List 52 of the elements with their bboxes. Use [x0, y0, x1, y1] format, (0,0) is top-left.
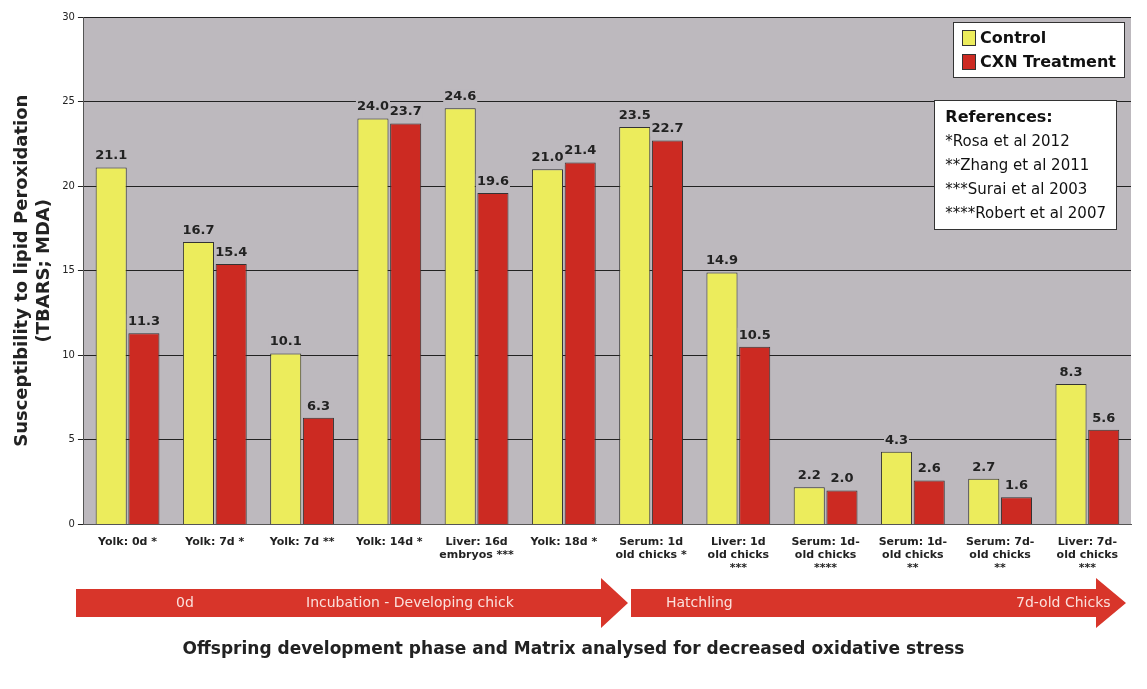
x-tick-label: Yolk: 7d * — [184, 534, 245, 548]
data-label: 2.6 — [917, 460, 941, 476]
data-label: 1.6 — [1004, 477, 1028, 493]
data-label: 21.1 — [95, 147, 128, 163]
data-label: 2.0 — [830, 470, 854, 486]
x-tick-label: Yolk: 18d * — [529, 534, 598, 548]
x-axis-title: Offspring development phase and Matrix analysed for decreased oxidative stress — [181, 638, 966, 658]
data-label: 21.0 — [531, 149, 564, 165]
y-tick-label: 5 — [68, 433, 75, 445]
x-tick-label: Yolk: 7d ** — [268, 534, 335, 548]
x-tick-label: Yolk: 0d * — [97, 534, 158, 548]
data-label: 8.3 — [1059, 363, 1083, 379]
data-label: 6.3 — [306, 397, 330, 413]
data-label: 4.3 — [884, 431, 909, 447]
text: Hatchling — [666, 594, 733, 610]
data-label: 5.6 — [1092, 409, 1116, 425]
text: References: *Rosa et al 2012 **Zhang et al 2011 ***Surai et al 2003 ****Robert et al 2007 — [945, 107, 1106, 222]
data-label: 24.0 — [356, 98, 389, 114]
y-axis-title: Susceptibility to lipid Peroxidation (TBARS; MDA) — [10, 94, 54, 447]
data-label: 16.7 — [182, 221, 215, 237]
y-tick-label: 0 — [68, 517, 75, 529]
data-label: 11.3 — [127, 313, 160, 329]
x-tick-label: Serum: 1d- old chicks **** — [791, 534, 860, 575]
data-label: 2.2 — [797, 467, 821, 483]
text: Incubation - Developing chick — [306, 594, 514, 610]
text: 7d-old Chicks — [1016, 594, 1111, 610]
data-label: 23.5 — [618, 106, 651, 122]
legend-label: CXN Treatment — [980, 51, 1116, 73]
x-tick-label: Serum: 1d old chicks * — [615, 534, 687, 562]
x-tick-label: Serum: 1d- old chicks ** — [878, 534, 948, 575]
y-tick-label: 15 — [62, 264, 75, 276]
y-tick-label: 25 — [62, 95, 75, 107]
x-tick-label: Liver: 1d old chicks *** — [707, 534, 770, 575]
text: 0d — [176, 594, 194, 610]
data-label: 14.9 — [705, 252, 739, 268]
x-tick-label: Yolk: 14d * — [355, 534, 423, 548]
x-tick-label: Liver: 16d embryos *** — [439, 534, 515, 562]
data-label: 2.7 — [972, 458, 996, 474]
data-label: 19.6 — [476, 172, 509, 188]
data-label: 23.7 — [389, 103, 422, 119]
data-label: 15.4 — [215, 243, 248, 259]
x-tick-label: Liver: 7d- old chicks *** — [1056, 534, 1119, 575]
y-tick-label: 20 — [62, 179, 75, 191]
data-label: 22.7 — [651, 120, 684, 136]
data-label: 21.4 — [564, 142, 597, 158]
data-label: 10.5 — [738, 326, 771, 342]
y-tick-label: 10 — [62, 348, 75, 360]
data-label: 10.1 — [269, 333, 302, 349]
legend-label: Control — [980, 27, 1047, 49]
x-tick-label: Serum: 7d- old chicks ** — [965, 534, 1035, 575]
y-tick-label: 30 — [62, 10, 75, 22]
data-label: 24.6 — [444, 88, 477, 104]
